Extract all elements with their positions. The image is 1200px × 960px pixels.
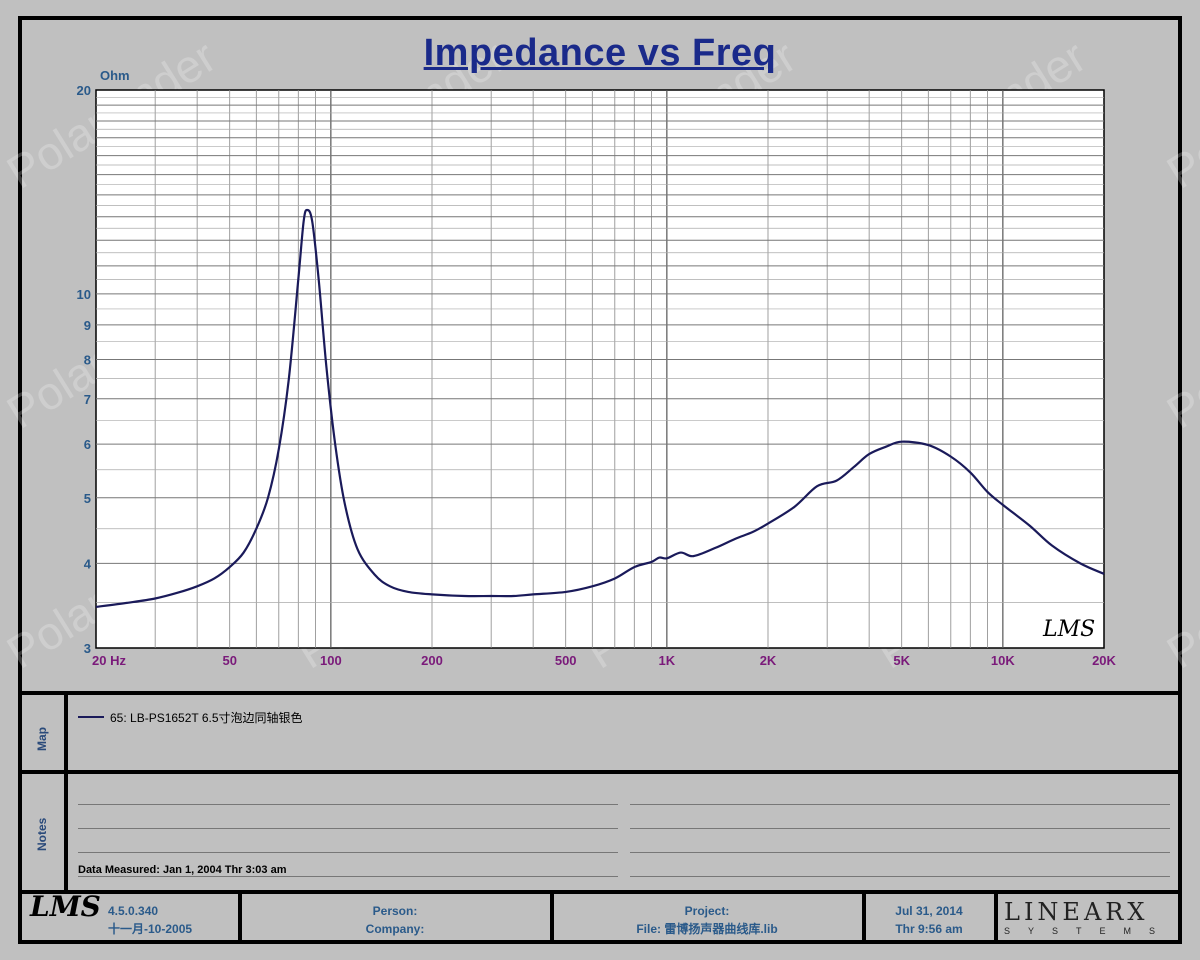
x-tick-label: 10K — [991, 653, 1015, 668]
y-axis-unit: Ohm — [100, 68, 130, 83]
series-line — [95, 208, 1105, 608]
version-info: 4.5.0.340 十一月-10-2005 — [108, 902, 236, 948]
file-label: File: 雷博扬声器曲线库.lib — [636, 922, 778, 936]
x-tick-labels: 20 Hz 50 100 200 500 1K 2K 5K 10K 20K — [92, 653, 1117, 668]
y-tick-label: 7 — [84, 392, 91, 407]
y-tick-label: 8 — [84, 353, 91, 368]
y-tick-labels: 20 10 9 8 7 6 5 4 3 — [77, 83, 92, 656]
notes-section-label: Notes — [35, 817, 49, 851]
map-section-label: Map — [35, 727, 49, 751]
legend-swatch — [78, 716, 104, 718]
watermark: Polarlander — [1158, 270, 1200, 439]
footer-divider — [994, 894, 998, 940]
note-line — [630, 852, 1170, 853]
watermark: Polarlander — [1158, 510, 1200, 679]
footer-date: Jul 31, 2014 — [895, 904, 963, 918]
y-tick-label: 20 — [77, 83, 91, 98]
plot-area — [95, 89, 1105, 649]
note-line — [630, 876, 1170, 877]
note-line — [78, 828, 618, 829]
note-line — [630, 828, 1170, 829]
x-tick-label: 5K — [893, 653, 910, 668]
impedance-chart: PolarlanderPolarlanderPolarlanderPolarla… — [0, 30, 1200, 679]
person-company: Person: Company: — [242, 902, 548, 948]
footer-divider — [550, 894, 554, 940]
x-tick-label: 100 — [320, 653, 342, 668]
project-label: Project: — [684, 904, 730, 918]
y-tick-label: 3 — [84, 641, 91, 656]
separator-notes-footer — [18, 890, 1182, 894]
x-tick-label: 1K — [659, 653, 676, 668]
x-tick-label: 20 Hz — [92, 653, 126, 668]
linearx-logo: LINEARX — [1004, 898, 1149, 926]
note-line — [78, 804, 618, 805]
lms-logo: LMS — [30, 890, 101, 923]
y-tick-label: 9 — [84, 318, 91, 333]
x-tick-label: 500 — [555, 653, 577, 668]
company-label: Company: — [365, 922, 425, 936]
legend-entry: 65: LB-PS1652T 6.5寸泡边同轴银色 — [110, 711, 303, 725]
separator-map-notes — [18, 770, 1182, 774]
note-line — [630, 804, 1170, 805]
y-tick-label: 4 — [84, 556, 92, 571]
note-line — [78, 852, 618, 853]
note-line — [78, 876, 618, 877]
linearx-systems: SYSTEMS — [1004, 926, 1174, 936]
x-tick-label: 20K — [1092, 653, 1116, 668]
project-file: Project: File: 雷博扬声器曲线库.lib — [554, 902, 860, 948]
separator-chart-map — [18, 691, 1182, 695]
grid — [96, 90, 1104, 648]
version-date: 十一月-10-2005 — [108, 922, 193, 936]
version-number: 4.5.0.340 — [108, 904, 159, 918]
y-tick-label: 6 — [84, 437, 91, 452]
y-tick-label: 10 — [77, 287, 91, 302]
footer-time: Thr 9:56 am — [895, 922, 963, 936]
x-tick-label: 2K — [760, 653, 777, 668]
footer-divider — [862, 894, 866, 940]
date-time: Jul 31, 2014 Thr 9:56 am — [866, 902, 992, 948]
section-label-divider — [64, 691, 68, 894]
y-tick-label: 5 — [84, 491, 91, 506]
person-label: Person: — [372, 904, 418, 918]
footer-divider — [238, 894, 242, 940]
data-measured: Data Measured: Jan 1, 2004 Thr 3:03 am — [78, 864, 287, 876]
x-tick-label: 50 — [222, 653, 236, 668]
chart-title: Impedance vs Freq — [423, 32, 777, 74]
chart-lms-logo: LMS — [1042, 617, 1095, 642]
x-tick-label: 200 — [421, 653, 443, 668]
